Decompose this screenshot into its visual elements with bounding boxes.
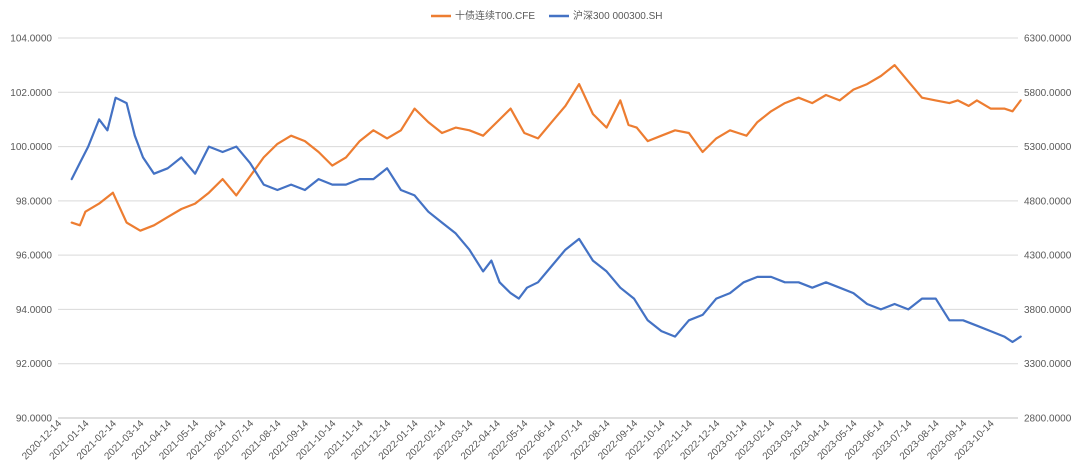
series-line-csi300 [70, 96, 1022, 344]
y-right-tick-label: 3300.0000 [1024, 359, 1072, 370]
legend: 十债连续T00.CFE 沪深300 000300.SH [431, 9, 663, 22]
y-left-tick-label: 104.0000 [10, 34, 52, 45]
y-right-tick-label: 5300.0000 [1024, 142, 1072, 153]
gridlines [58, 37, 1018, 419]
y-left-tick-label: 100.0000 [10, 142, 52, 153]
y-left-tick-label: 90.0000 [16, 414, 53, 425]
y-left-tick-label: 96.0000 [16, 251, 53, 262]
y-right-tick-label: 6300.0000 [1024, 34, 1072, 45]
y-right-tick-label: 4800.0000 [1024, 196, 1072, 207]
y-axis-left: 90.0000 92.0000 94.0000 96.0000 98.0000 100.0… [10, 34, 52, 425]
x-axis: 2020-12-142021-01-142021-02-142021-03-14… [20, 417, 1018, 462]
y-axis-right: 2800.0000 3300.0000 3800.0000 4300.0000 4800… [1024, 34, 1072, 425]
y-left-tick-label: 92.0000 [16, 359, 53, 370]
series-line-bond [70, 63, 1022, 232]
y-right-tick-label: 5800.0000 [1024, 88, 1072, 99]
legend-label-csi300: 沪深300 000300.SH [573, 9, 663, 22]
y-left-tick-label: 98.0000 [16, 196, 53, 207]
y-right-tick-label: 4300.0000 [1024, 251, 1072, 262]
y-left-tick-label: 94.0000 [16, 305, 53, 316]
y-right-tick-label: 3800.0000 [1024, 305, 1072, 316]
y-right-tick-label: 2800.0000 [1024, 414, 1072, 425]
legend-label-bond: 十债连续T00.CFE [455, 9, 535, 22]
y-left-tick-label: 102.0000 [10, 88, 52, 99]
series-group [70, 63, 1022, 344]
